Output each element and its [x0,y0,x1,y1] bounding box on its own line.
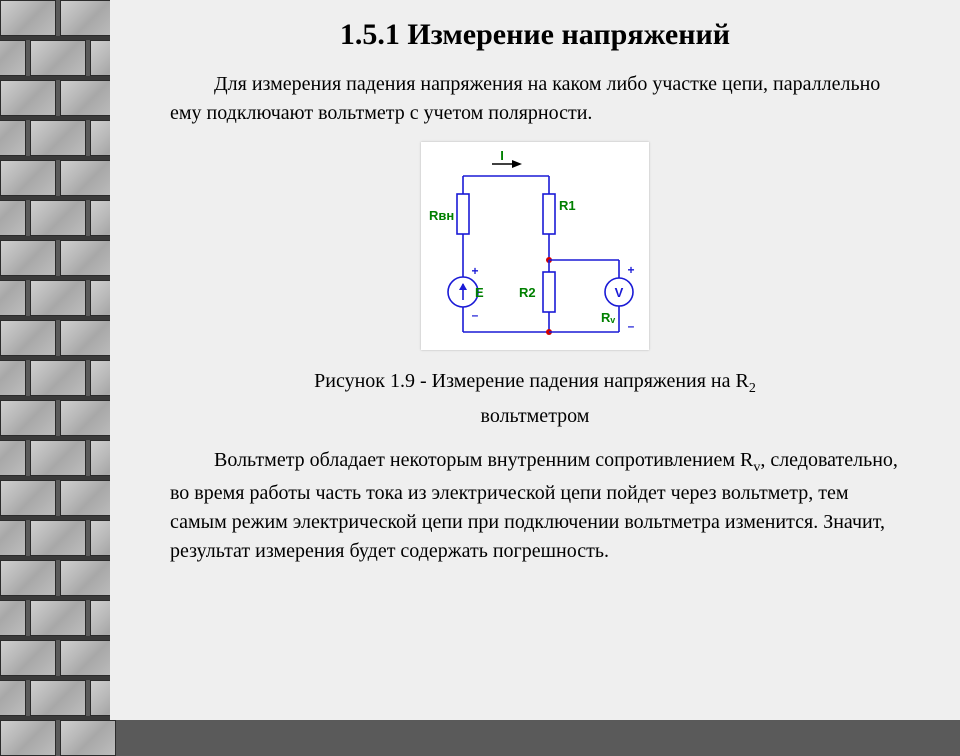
svg-text:V: V [615,285,624,300]
svg-text:R2: R2 [519,285,536,300]
svg-text:Rᵥ: Rᵥ [601,310,615,325]
figure-caption: Рисунок 1.9 - Измерение падения напряжен… [170,365,900,432]
caption-line2: вольтметром [481,405,590,427]
svg-text:–: – [472,308,479,322]
intro-paragraph: Для измерения падения напряжения на како… [170,70,900,128]
svg-text:–: – [628,319,635,333]
circuit-figure: V I Rвн R1 R2 E Rᵥ + – + – [421,142,649,350]
para2-a: Вольтметр обладает некоторым внутренним … [214,449,753,471]
page-content: 1.5.1 Измерение напряжений Для измерения… [110,0,960,720]
svg-text:E: E [475,285,484,300]
svg-text:Rвн: Rвн [429,208,454,223]
page-title: 1.5.1 Измерение напряжений [170,18,900,52]
brick-sidebar [0,0,110,720]
caption-subscript: 2 [749,381,756,396]
svg-text:+: + [627,263,634,277]
svg-text:R1: R1 [559,198,576,213]
body-paragraph: Вольтметр обладает некоторым внутренним … [170,446,900,565]
svg-text:I: I [500,148,504,163]
caption-text: Рисунок 1.9 - Измерение падения напряжен… [314,370,749,392]
svg-text:+: + [471,264,478,278]
figure-container: V I Rвн R1 R2 E Rᵥ + – + – [170,142,900,355]
circuit-svg: V I Rвн R1 R2 E Rᵥ + – + – [421,142,649,350]
